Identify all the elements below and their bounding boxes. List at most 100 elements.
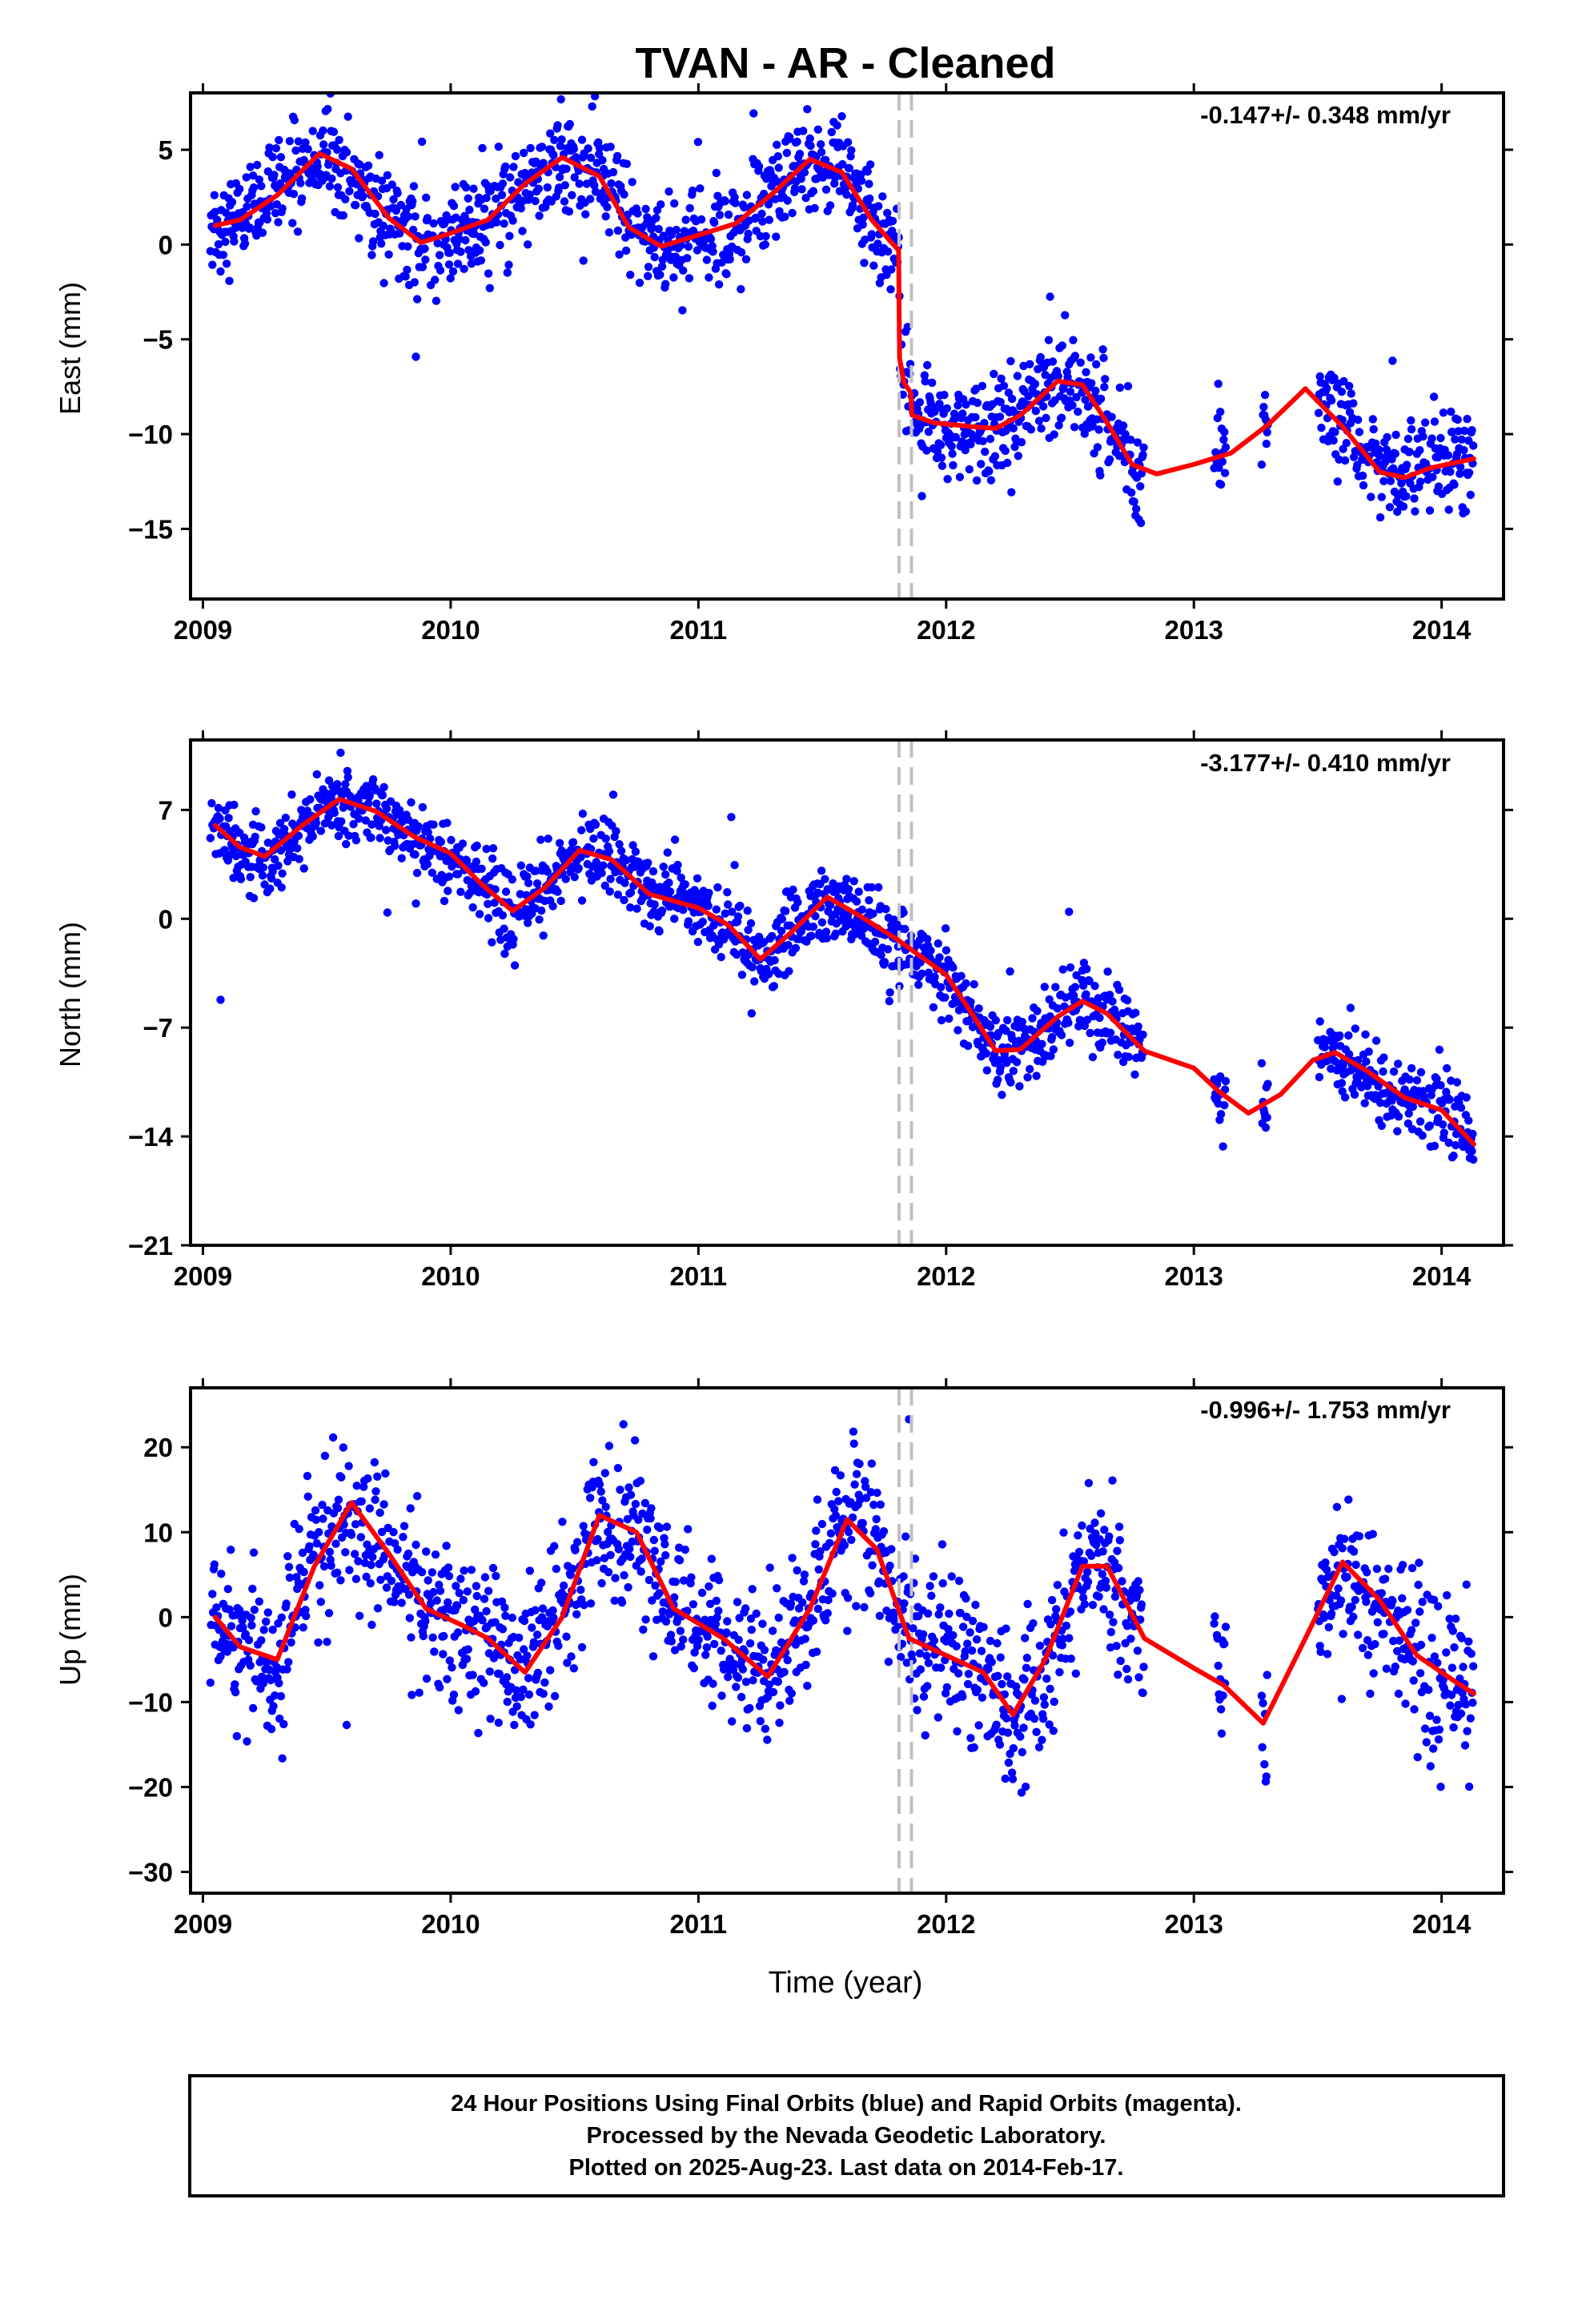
east-data-point: [1333, 477, 1343, 486]
north-data-point: [1015, 1082, 1024, 1091]
up-data-point: [717, 1647, 725, 1655]
up-data-point: [1083, 1578, 1093, 1586]
up-data-point: [728, 1717, 737, 1726]
north-data-point: [1216, 1110, 1226, 1119]
east-data-point: [451, 183, 460, 191]
north-data-point: [612, 826, 620, 836]
east-data-point: [869, 261, 878, 270]
up-data-point: [488, 1563, 498, 1573]
up-data-point: [1138, 1688, 1147, 1698]
north-data-point: [874, 883, 883, 892]
up-data-point: [217, 1570, 226, 1578]
up-data-point: [661, 1617, 671, 1626]
east-data-point: [857, 176, 866, 185]
up-data-point: [246, 1661, 255, 1670]
east-data-point: [857, 170, 865, 179]
up-data-point: [247, 1621, 256, 1630]
up-data-point: [472, 1591, 481, 1601]
east-data-point: [1337, 388, 1347, 396]
up-data-point: [724, 1672, 733, 1682]
east-data-point: [981, 447, 990, 456]
east-data-point: [1068, 400, 1077, 410]
up-data-point: [746, 1614, 756, 1623]
up-data-point: [780, 1667, 789, 1677]
up-data-point: [444, 1563, 453, 1572]
up-data-point: [885, 1562, 894, 1570]
north-data-point: [606, 875, 615, 883]
up-data-point: [569, 1664, 578, 1673]
up-data-point: [852, 1602, 861, 1610]
east-data-point: [367, 251, 376, 259]
east-data-point: [656, 270, 665, 279]
up-data-point: [464, 1645, 472, 1654]
east-data-point: [345, 187, 354, 195]
up-data-point: [626, 1490, 636, 1499]
up-data-point: [586, 1494, 595, 1502]
up-data-point: [275, 1679, 283, 1687]
up-data-point: [772, 1646, 781, 1655]
north-data-point: [215, 814, 224, 823]
east-data-point: [485, 283, 494, 292]
up-data-point: [737, 1692, 746, 1702]
east-data-point: [977, 460, 986, 468]
north-data-point: [524, 879, 533, 887]
east-data-point: [379, 221, 387, 231]
up-data-point: [500, 1603, 509, 1612]
north-data-point: [216, 995, 225, 1004]
east-data-point: [422, 193, 431, 202]
north-data-point: [1095, 1013, 1104, 1023]
up-data-point: [1074, 1531, 1082, 1540]
east-data-point: [1444, 505, 1453, 514]
east-data-point: [560, 181, 569, 190]
up-data-point: [399, 1533, 408, 1542]
up-data-point: [801, 1634, 809, 1643]
up-data-point: [1260, 1759, 1269, 1769]
east-data-point: [1450, 480, 1459, 489]
up-data-point: [733, 1598, 742, 1606]
east-data-point: [725, 255, 734, 263]
east-data-point: [1031, 407, 1041, 416]
up-data-point: [1377, 1589, 1387, 1598]
east-data-point: [301, 138, 310, 147]
up-data-point: [1096, 1509, 1106, 1518]
north-data-point: [1412, 1076, 1422, 1085]
up-data-point: [1414, 1580, 1423, 1590]
east-data-point: [516, 204, 525, 213]
up-data-point: [278, 1754, 287, 1763]
up-data-point: [1258, 1743, 1267, 1751]
north-data-point: [1261, 1123, 1271, 1132]
north-data-point: [673, 860, 682, 870]
east-data-point: [1379, 476, 1388, 485]
east-data-point: [423, 214, 432, 223]
east-data-point: [1215, 464, 1223, 472]
east-data-point: [996, 397, 1005, 407]
up-data-point: [1380, 1574, 1390, 1583]
east-data-point: [500, 219, 508, 228]
north-data-point: [1057, 1031, 1066, 1039]
up-data-point: [287, 1638, 295, 1647]
up-data-point: [1427, 1634, 1436, 1642]
up-data-point: [1070, 1566, 1079, 1575]
north-data-point: [941, 993, 950, 1002]
north-data-point: [764, 970, 773, 979]
up-data-point: [958, 1622, 968, 1631]
up-data-point: [284, 1658, 293, 1667]
up-data-point: [501, 1611, 510, 1620]
up-data-point: [887, 1545, 896, 1554]
up-data-point: [964, 1670, 974, 1679]
up-data-point: [407, 1633, 416, 1642]
east-data-point: [937, 453, 946, 462]
north-fit-line: [212, 796, 1476, 1147]
east-data-point: [1057, 413, 1066, 422]
up-data-point: [276, 1691, 286, 1701]
up-data-point: [379, 1500, 388, 1509]
up-data-point: [1351, 1595, 1360, 1605]
north-x-tick-label: 2011: [670, 1261, 728, 1291]
east-data-point: [657, 262, 667, 271]
up-data-point: [232, 1731, 241, 1741]
up-data-point: [1137, 1600, 1146, 1609]
up-data-point: [532, 1630, 542, 1639]
east-data-point: [492, 194, 500, 203]
east-data-point: [790, 183, 800, 193]
east-data-point: [652, 214, 661, 223]
